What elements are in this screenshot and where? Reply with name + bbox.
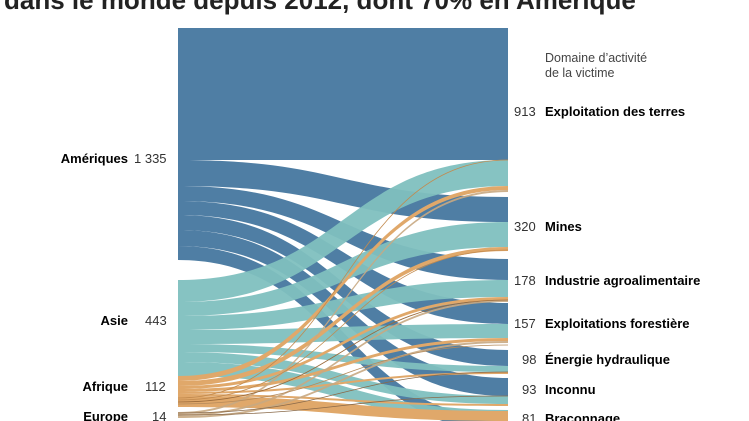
flow-thin-line-1: [177, 249, 509, 401]
flow-ribbon-14: [178, 186, 508, 381]
flow-thin-line-3: [177, 344, 509, 405]
flow-ribbon-22: [178, 300, 508, 416]
source-value-europe: 14: [152, 409, 166, 421]
target-value-forestiere: 157: [514, 316, 536, 331]
target-label-forestiere: Exploitations forestière: [545, 316, 689, 331]
target-value-mines: 320: [514, 219, 536, 234]
flow-ribbon-15: [178, 247, 508, 386]
flow-thin-line-5: [177, 395, 509, 416]
target-label-exploitation-terres: Exploitation des terres: [545, 104, 685, 119]
target-value-inconnu: 93: [522, 382, 536, 397]
flows-layer: [177, 28, 509, 421]
flow-ribbon-7: [178, 160, 508, 302]
flow-ribbon-16: [178, 297, 508, 389]
target-value-braconnage: 81: [522, 411, 536, 421]
target-value-agroalimentaire: 178: [514, 273, 536, 288]
source-label-europe: Europe: [83, 409, 128, 421]
target-label-agroalimentaire: Industrie agroalimentaire: [545, 273, 700, 288]
flow-thin-line-2: [177, 299, 509, 403]
flow-ribbon-21: [178, 190, 508, 414]
flow-thin-line-4: [177, 371, 509, 414]
target-label-mines: Mines: [545, 219, 582, 234]
target-header-line1: Domaine d’activité: [545, 51, 647, 65]
target-label-hydraulique: Énergie hydraulique: [545, 352, 670, 367]
source-value-ameriques: 1 335: [134, 151, 167, 166]
target-label-inconnu: Inconnu: [545, 382, 596, 397]
target-value-hydraulique: 98: [522, 352, 536, 367]
flow-ribbon-9: [178, 280, 508, 330]
target-value-exploitation-terres: 913: [514, 104, 536, 119]
source-label-asie: Asie: [101, 313, 128, 328]
target-label-braconnage: Braconnage: [545, 411, 620, 421]
flow-ribbon-19: [178, 394, 508, 406]
flow-ribbon-18: [178, 372, 508, 394]
flow-ribbon-4: [178, 215, 508, 366]
flow-ribbon-10: [178, 324, 508, 344]
source-value-afrique: 112: [145, 379, 166, 394]
target-header-line2: de la victime: [545, 66, 615, 80]
flow-thin-line-0: [177, 159, 509, 399]
flow-ribbon-8: [178, 222, 508, 316]
flow-ribbon-0: [178, 28, 508, 160]
flow-ribbon-17: [178, 338, 508, 392]
flow-ribbon-12: [178, 352, 508, 404]
source-label-afrique: Afrique: [83, 379, 129, 394]
chart-title: dans le monde depuis 2012, dont 70% en A…: [4, 0, 636, 15]
source-value-asie: 443: [145, 313, 167, 328]
source-label-ameriques: Amériques: [61, 151, 128, 166]
flow-ribbon-23: [178, 341, 508, 418]
